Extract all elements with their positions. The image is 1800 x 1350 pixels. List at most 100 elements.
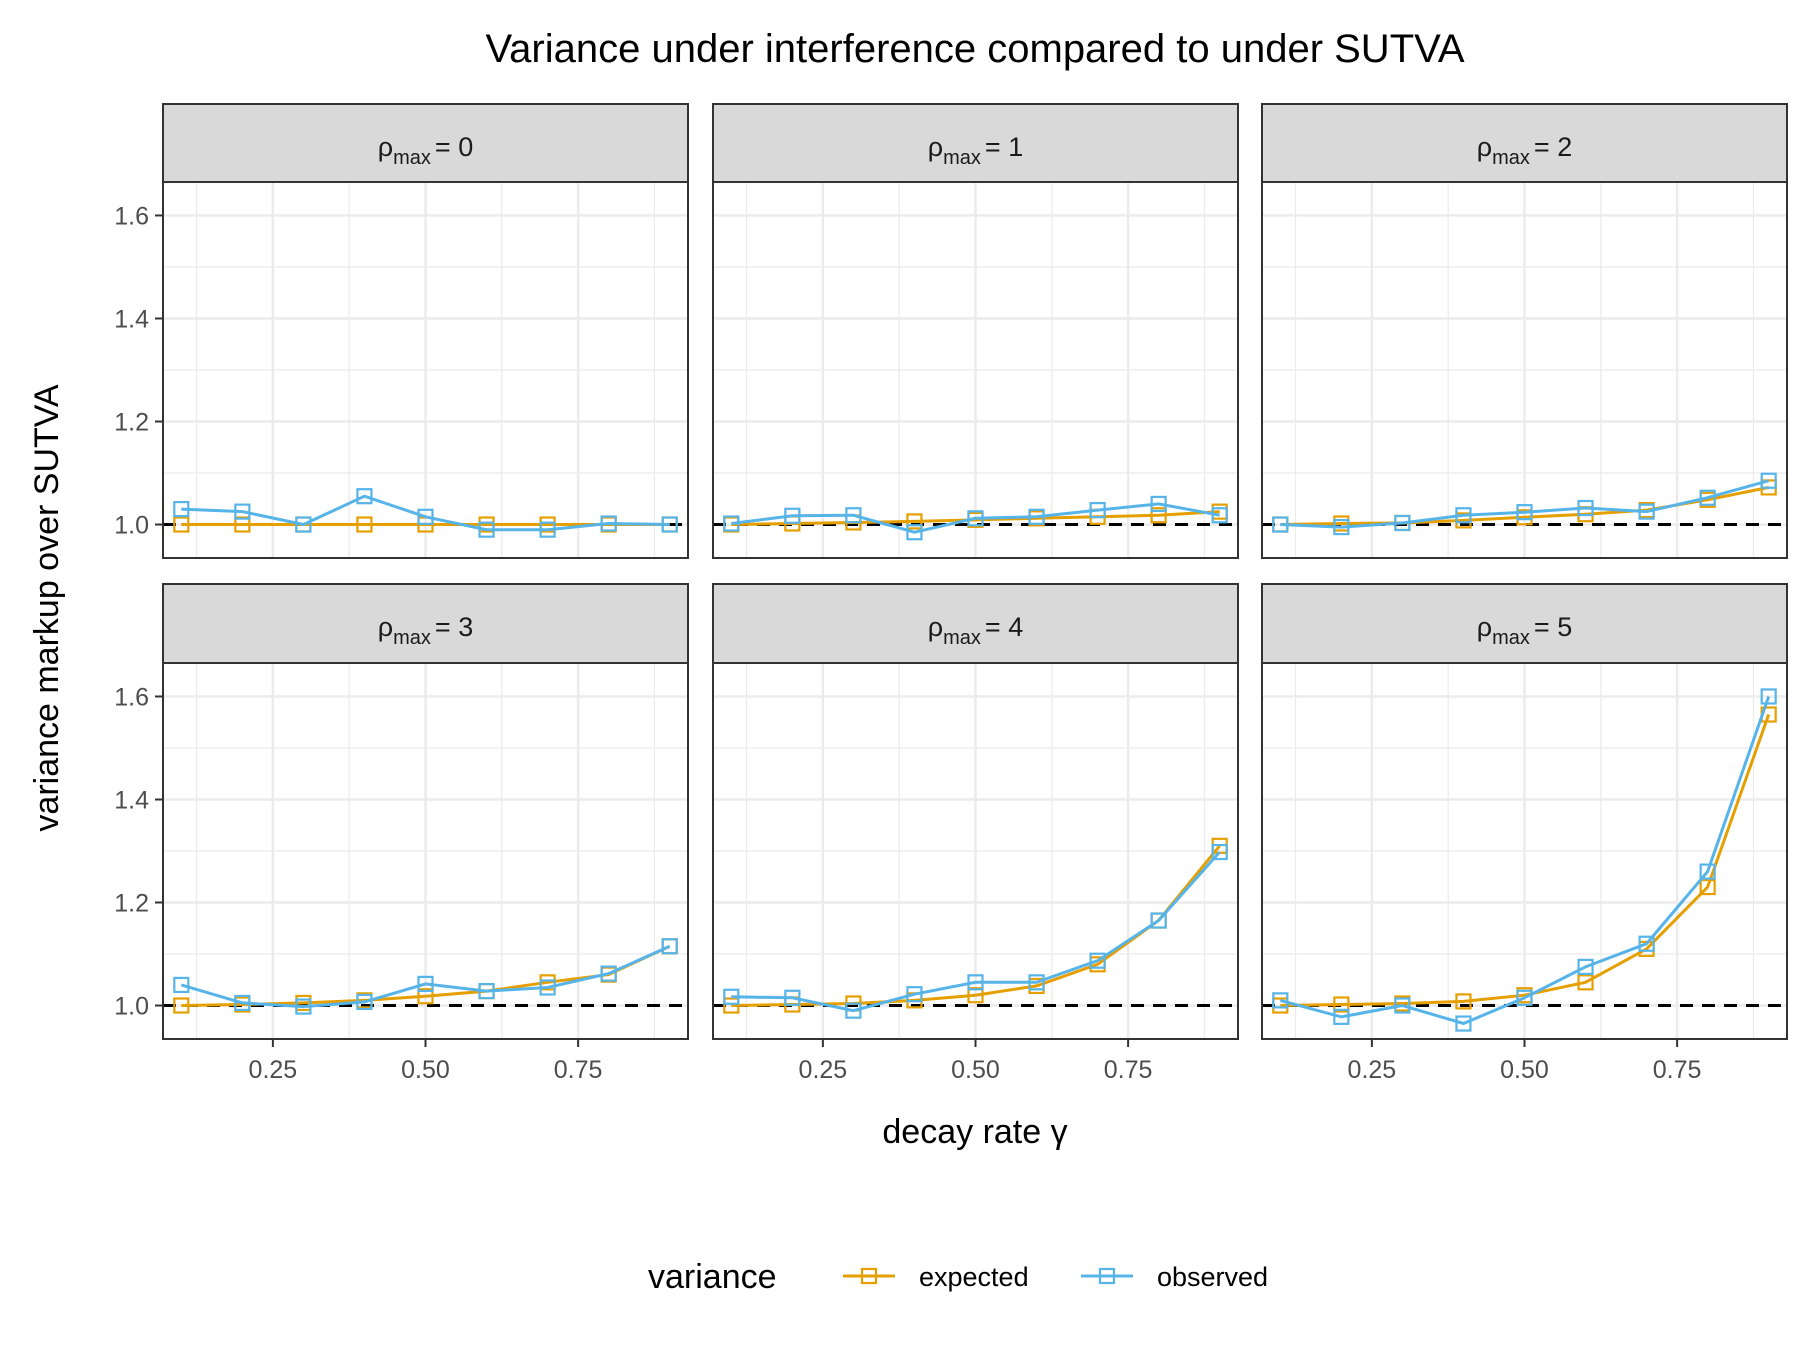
chart-title: Variance under interference compared to … xyxy=(485,27,1464,71)
point-observed xyxy=(600,515,617,532)
point-observed xyxy=(478,982,495,1000)
point-observed xyxy=(1150,912,1167,929)
series-line-expected xyxy=(731,510,1220,526)
panel-border-2 xyxy=(1261,181,1788,559)
point-observed xyxy=(1394,997,1411,1014)
x-tick-label: 0.25 xyxy=(249,1056,298,1084)
point-expected xyxy=(906,513,923,530)
point-observed xyxy=(539,521,556,538)
strip-label-4: ρmax = 4 xyxy=(928,612,1023,649)
y-tick-label: 1.4 xyxy=(114,305,149,333)
strip-1 xyxy=(712,103,1239,183)
strip-rho: ρ xyxy=(378,612,393,642)
y-tick-label: 1.2 xyxy=(114,409,149,437)
point-observed xyxy=(1699,489,1716,506)
point-observed xyxy=(1272,516,1289,533)
panel-border-1 xyxy=(712,181,1239,559)
series-line-observed xyxy=(731,851,1221,1013)
point-expected xyxy=(234,516,251,533)
strip-rho: ρ xyxy=(378,132,393,162)
strip-rho: ρ xyxy=(1477,132,1492,162)
panel-0: ρmax = 0 1.0 1.2 1.4 1.6 xyxy=(114,103,689,559)
x-tick-label: 0.75 xyxy=(1104,1056,1153,1084)
point-observed xyxy=(173,976,190,994)
panel-2: ρmax = 2 xyxy=(1261,103,1788,559)
series-line-observed xyxy=(180,944,671,1009)
x-tick-label: 0.50 xyxy=(401,1056,450,1084)
point-observed xyxy=(356,993,373,1011)
point-observed xyxy=(1516,989,1533,1006)
panel-border-0 xyxy=(162,181,689,559)
point-observed xyxy=(906,524,923,541)
strip-label-0: ρmax = 0 xyxy=(378,132,473,169)
point-expected xyxy=(1455,993,1472,1010)
point-observed xyxy=(1455,1015,1472,1032)
panel-4: ρmax = 4 0.25 0.50 0.75 xyxy=(712,583,1239,1084)
point-observed xyxy=(661,516,678,533)
strip-rho: ρ xyxy=(928,612,943,642)
point-observed xyxy=(478,521,495,538)
strip-value: = 5 xyxy=(1534,612,1572,642)
series-line-observed xyxy=(181,494,670,532)
point-observed xyxy=(1211,507,1228,524)
point-observed xyxy=(1699,863,1716,880)
point-observed xyxy=(1333,518,1350,536)
point-observed xyxy=(295,998,312,1015)
legend-label-observed: observed xyxy=(1157,1262,1268,1292)
strip-0 xyxy=(162,103,689,183)
point-observed xyxy=(723,515,740,532)
point-observed xyxy=(1028,974,1045,991)
y-tick-label: 1.4 xyxy=(114,786,149,814)
strip-4 xyxy=(712,583,1239,664)
strip-label-1: ρmax = 1 xyxy=(928,132,1023,169)
point-observed xyxy=(1089,501,1106,519)
strip-rho: ρ xyxy=(1477,612,1492,642)
point-expected xyxy=(173,997,190,1014)
point-observed xyxy=(1516,504,1533,521)
point-observed xyxy=(1211,843,1228,861)
point-expected xyxy=(1699,878,1716,896)
x-tick-label: 0.75 xyxy=(1653,1056,1702,1084)
point-observed xyxy=(600,965,617,982)
y-tick-label: 1.6 xyxy=(114,202,149,230)
panel-5: ρmax = 5 0.25 0.50 0.75 xyxy=(1261,583,1788,1084)
point-expected xyxy=(173,516,190,533)
strip-subscript: max xyxy=(1492,147,1530,169)
y-tick-label: 1.0 xyxy=(114,993,149,1021)
strip-value: = 2 xyxy=(1534,132,1572,162)
point-observed xyxy=(967,974,984,991)
point-observed xyxy=(417,975,434,992)
series-line-observed xyxy=(1279,696,1771,1026)
strip-label-2: ρmax = 2 xyxy=(1477,132,1572,169)
point-observed xyxy=(1272,992,1289,1009)
point-observed xyxy=(234,503,251,520)
strip-3 xyxy=(162,583,689,664)
point-observed xyxy=(967,510,984,527)
point-expected xyxy=(967,987,984,1004)
x-axis-title: decay rate γ xyxy=(882,1113,1067,1151)
legend-marker-expected xyxy=(860,1267,878,1285)
point-observed xyxy=(784,507,801,524)
strip-subscript: max xyxy=(1492,627,1530,649)
panel-1: ρmax = 1 xyxy=(712,103,1239,559)
point-observed xyxy=(1638,935,1655,952)
point-observed xyxy=(1028,508,1045,525)
legend-title: variance xyxy=(648,1258,777,1296)
x-tick-label: 0.75 xyxy=(554,1056,603,1084)
strip-subscript: max xyxy=(393,147,431,169)
y-tick-label: 1.6 xyxy=(114,683,149,711)
point-observed xyxy=(295,516,312,533)
strip-5 xyxy=(1261,583,1788,664)
point-observed xyxy=(1455,507,1472,524)
point-observed xyxy=(234,994,251,1012)
point-observed xyxy=(1333,1008,1350,1025)
point-observed xyxy=(845,507,862,524)
strip-label-5: ρmax = 5 xyxy=(1477,612,1572,649)
point-observed xyxy=(1760,688,1777,705)
strip-value: = 4 xyxy=(985,612,1023,642)
legend: variance expected observed xyxy=(648,1258,1268,1296)
point-observed xyxy=(845,1002,862,1019)
strip-rho: ρ xyxy=(928,132,943,162)
